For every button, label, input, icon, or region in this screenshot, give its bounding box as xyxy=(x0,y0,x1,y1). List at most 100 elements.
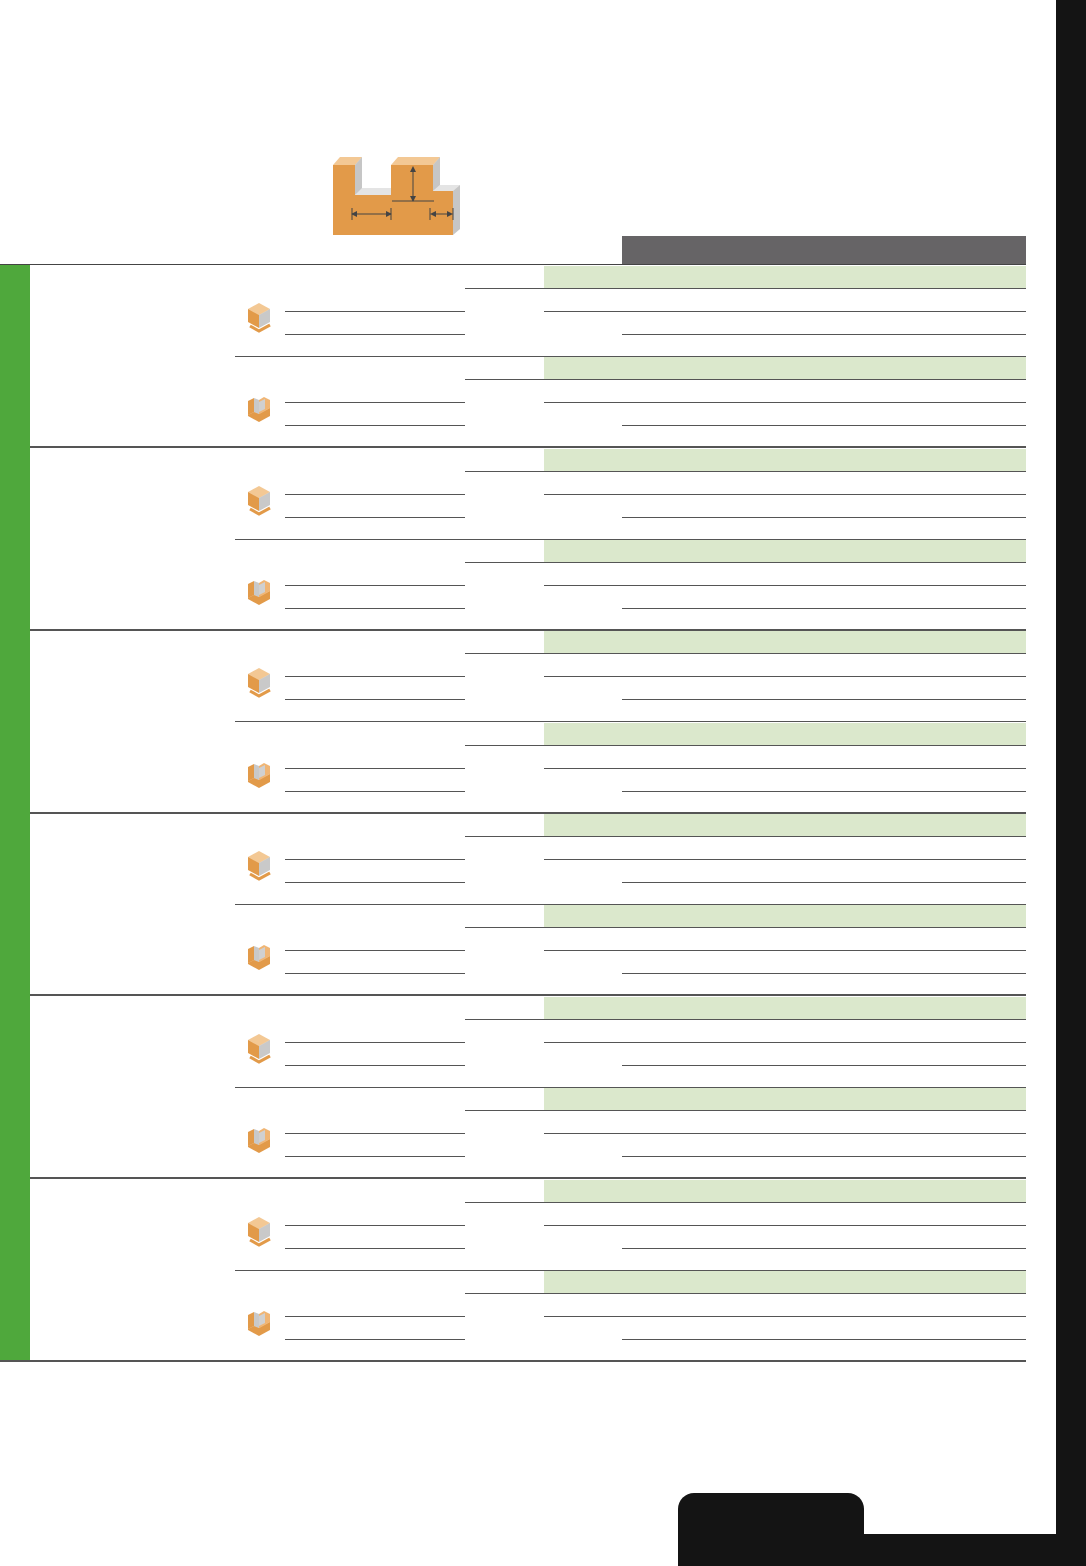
slotted-block-icon xyxy=(246,1123,272,1155)
row-rule xyxy=(544,859,1026,861)
row-rule xyxy=(622,1338,1026,1340)
section-side-strip xyxy=(0,265,30,1362)
row-rule xyxy=(544,836,1026,838)
row-rule xyxy=(285,516,465,518)
group-label xyxy=(40,821,220,841)
row-rule xyxy=(544,585,1026,586)
solid-block-icon xyxy=(246,484,272,516)
row-rule xyxy=(465,379,545,381)
row-rule xyxy=(622,790,1026,792)
row-rule xyxy=(285,790,465,792)
row-rule xyxy=(285,1064,465,1066)
row-rule xyxy=(465,744,545,746)
group-label xyxy=(40,273,220,293)
row-rule xyxy=(622,608,1026,609)
row-rule xyxy=(285,859,465,861)
slotted-block-icon xyxy=(246,1306,272,1338)
row-rule xyxy=(285,585,465,586)
row-rule xyxy=(544,311,1026,312)
row-rule xyxy=(285,767,465,769)
row-rule xyxy=(544,402,1026,404)
highlight-band xyxy=(544,1088,1026,1111)
group-divider xyxy=(30,628,1026,631)
subgroup-divider xyxy=(235,1086,1026,1088)
highlight-band xyxy=(544,631,1026,654)
tab-corner xyxy=(864,1504,1056,1534)
row-rule xyxy=(285,311,465,312)
row-rule xyxy=(544,1018,1026,1020)
highlight-band xyxy=(544,540,1026,562)
table-header-bar xyxy=(622,236,1026,264)
page-edge-frame xyxy=(1056,0,1086,1566)
row-rule xyxy=(465,1201,545,1203)
group-divider xyxy=(30,994,1026,997)
row-rule xyxy=(544,653,1026,655)
group-divider xyxy=(30,811,1026,814)
highlight-band xyxy=(544,722,1026,745)
row-rule xyxy=(465,1110,545,1112)
row-rule xyxy=(465,1018,545,1020)
subgroup-divider xyxy=(235,356,1026,357)
row-rule xyxy=(465,927,545,929)
row-rule xyxy=(622,973,1026,975)
subgroup-divider xyxy=(235,721,1026,723)
subgroup-divider xyxy=(235,1269,1026,1271)
highlight-band xyxy=(544,905,1026,928)
row-rule xyxy=(465,470,545,472)
row-rule xyxy=(544,493,1026,495)
row-rule xyxy=(285,1338,465,1340)
page-tab xyxy=(678,1493,864,1566)
solid-block-icon xyxy=(246,666,272,699)
row-rule xyxy=(285,493,465,495)
solid-block-icon xyxy=(246,849,272,881)
row-rule xyxy=(465,836,545,838)
slotted-block-icon xyxy=(246,940,272,972)
row-rule xyxy=(544,676,1026,678)
row-rule xyxy=(544,470,1026,472)
group-divider xyxy=(30,1177,1026,1179)
row-rule xyxy=(544,379,1026,381)
subgroup-divider xyxy=(235,538,1026,540)
row-rule xyxy=(285,882,465,884)
row-rule xyxy=(544,927,1026,929)
row-rule xyxy=(622,1064,1026,1066)
row-rule xyxy=(285,1224,465,1226)
row-rule xyxy=(544,1201,1026,1203)
row-rule xyxy=(465,653,545,655)
row-rule xyxy=(544,1041,1026,1043)
solid-block-icon xyxy=(246,1032,272,1064)
row-rule xyxy=(465,288,545,289)
group-label xyxy=(40,1187,220,1207)
row-rule xyxy=(622,699,1026,701)
highlight-band xyxy=(544,1270,1026,1293)
row-rule xyxy=(285,1315,465,1317)
row-rule xyxy=(285,608,465,609)
solid-block-icon xyxy=(246,1215,272,1247)
slot-cutter-profile-icon xyxy=(333,157,460,235)
row-rule xyxy=(465,562,545,563)
slotted-block-icon xyxy=(246,392,272,424)
row-rule xyxy=(622,1247,1026,1249)
subgroup-divider xyxy=(235,904,1026,906)
row-rule xyxy=(285,402,465,404)
row-rule xyxy=(285,950,465,952)
row-rule xyxy=(285,1041,465,1043)
slotted-block-icon xyxy=(246,758,272,790)
row-rule xyxy=(622,516,1026,518)
group-label xyxy=(40,456,220,476)
page-bottom-frame xyxy=(862,1534,1086,1566)
slotted-block-icon xyxy=(246,575,272,607)
row-rule xyxy=(285,1247,465,1249)
row-rule xyxy=(285,425,465,427)
row-rule xyxy=(285,676,465,678)
row-rule xyxy=(285,1133,465,1135)
row-rule xyxy=(622,334,1026,335)
row-rule xyxy=(544,1133,1026,1135)
row-rule xyxy=(622,882,1026,884)
group-label xyxy=(40,1004,220,1024)
highlight-band xyxy=(544,996,1026,1019)
row-rule xyxy=(285,334,465,335)
row-rule xyxy=(285,699,465,701)
highlight-band xyxy=(544,448,1026,471)
highlight-band xyxy=(544,814,1026,837)
